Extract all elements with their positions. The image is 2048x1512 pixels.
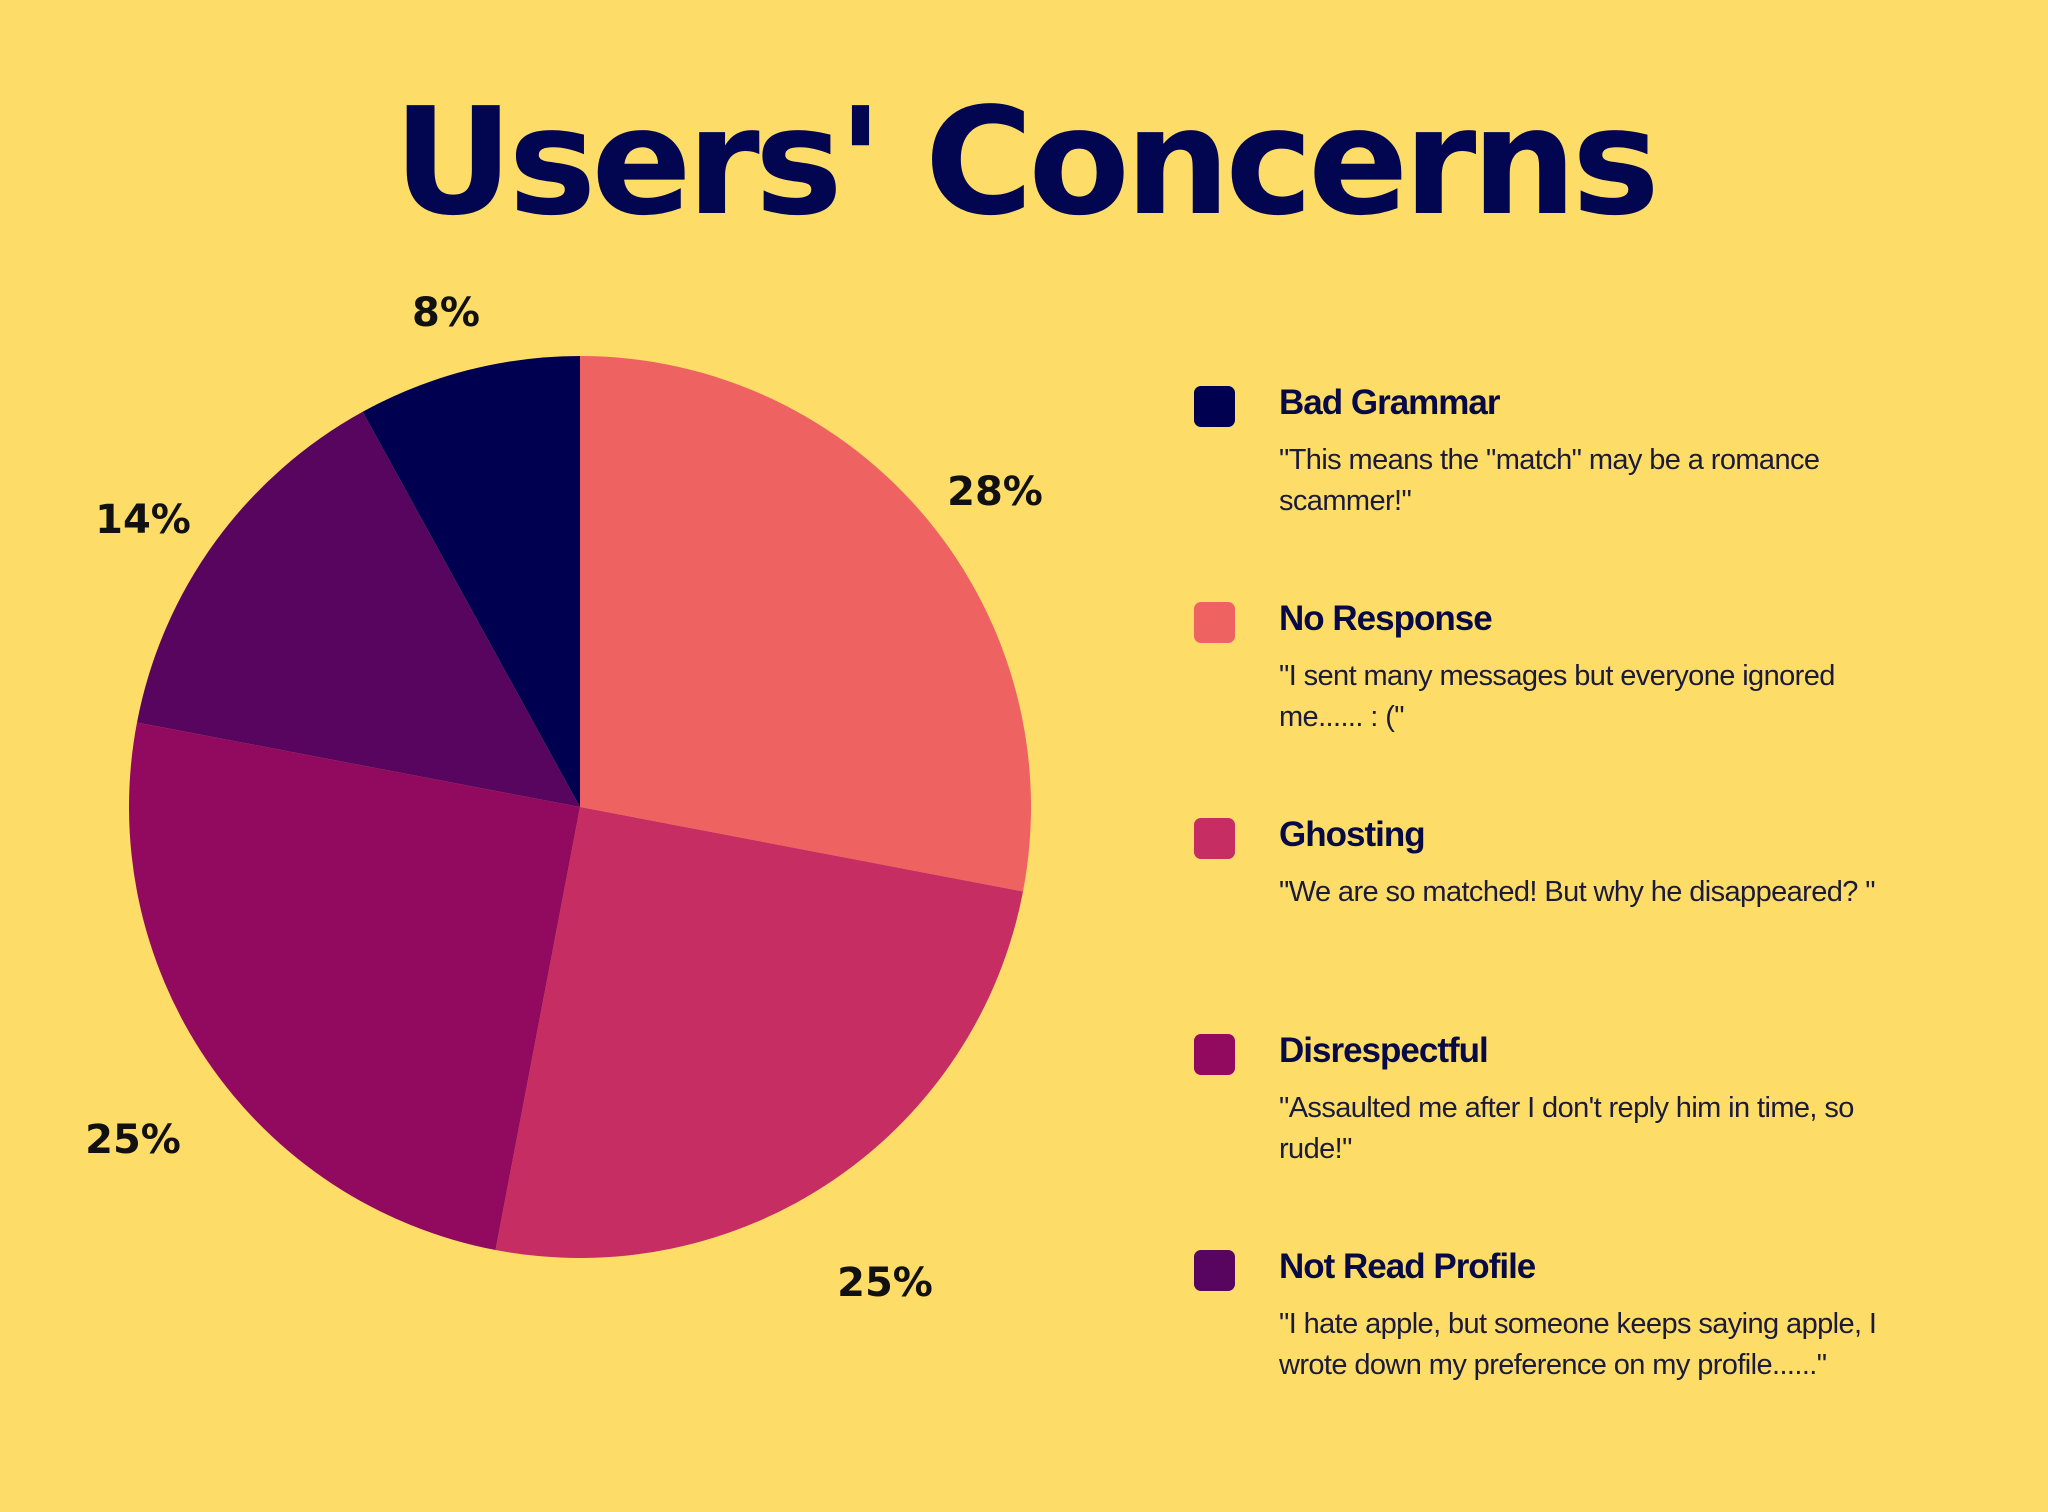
pie-label-disrespectful: 25% [85,1117,181,1163]
legend-swatch [1194,1034,1235,1075]
chart-title: Users' Concerns [393,76,1660,248]
legend-quote: "This means the "match" may be a romance… [1279,444,1820,517]
legend-name: Ghosting [1279,815,1426,854]
legend-item-disrespectful: Disrespectful "Assaulted me after I don'… [1193,1031,2013,1247]
legend: Bad Grammar "This means the "match" may … [1193,383,2013,1463]
pie-slice-disrespectful [129,722,580,1251]
pie-slice-ghosting [495,807,1024,1258]
legend-item-bad-grammar: Bad Grammar "This means the "match" may … [1193,383,2013,599]
legend-quote: "We are so matched! But why he disappear… [1279,876,1876,908]
pie-label-ghosting: 25% [837,1260,933,1306]
legend-swatch [1194,602,1235,643]
legend-swatch [1194,386,1235,427]
pie-label-no-response: 28% [947,469,1043,515]
pie-label-not-read-profile: 14% [95,497,191,543]
legend-item-not-read-profile: Not Read Profile "I hate apple, but some… [1193,1247,2013,1463]
pie-slice-bad-grammar [362,356,580,807]
pie-label-bad-grammar: 8% [412,290,480,336]
legend-name: Disrespectful [1279,1031,1489,1070]
pie-labels: 28% 25% 25% 14% 8% [85,290,1043,1306]
pie-slice-no-response [580,356,1031,892]
legend-item-ghosting: Ghosting "We are so matched! But why he … [1193,815,2013,1031]
legend-name: Bad Grammar [1279,383,1500,422]
pie-slices [129,356,1031,1258]
legend-swatch [1194,1250,1235,1291]
legend-quote: "Assaulted me after I don't reply him in… [1279,1092,1854,1165]
legend-quote: "I sent many messages but everyone ignor… [1279,660,1835,733]
legend-name: Not Read Profile [1279,1247,1536,1286]
legend-item-no-response: No Response "I sent many messages but ev… [1193,599,2013,815]
legend-name: No Response [1279,599,1493,638]
legend-quote: "I hate apple, but someone keeps saying … [1279,1308,1877,1381]
legend-swatch [1194,818,1235,859]
pie-slice-not-read-profile [136,411,581,807]
